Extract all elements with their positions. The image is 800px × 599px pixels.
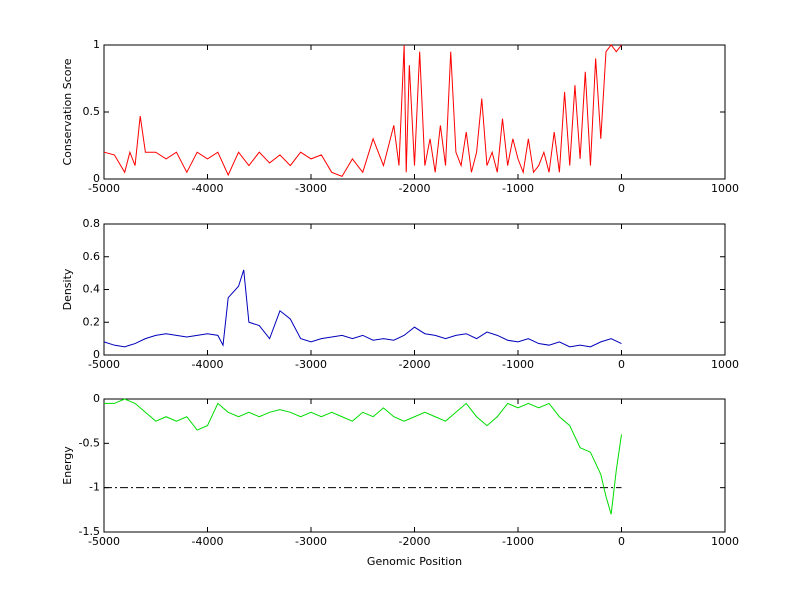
y-tick-label: 0.6 (83, 250, 101, 263)
y-tick-label: 1 (93, 38, 100, 51)
y-tick-label: -1.5 (79, 525, 100, 538)
x-tick-label: -2000 (399, 535, 431, 548)
x-tick-label: 1000 (711, 182, 739, 195)
x-tick-label: -5000 (88, 358, 120, 371)
y-tick-label: 0.2 (83, 315, 101, 328)
x-tick-label: -5000 (88, 182, 120, 195)
x-tick-label: 0 (618, 182, 625, 195)
y-tick-label: -0.5 (79, 436, 100, 449)
y-tick-label: -1 (89, 481, 100, 494)
axes-frame (103, 398, 726, 533)
x-tick-label: 0 (618, 358, 625, 371)
x-tick-label: -4000 (192, 535, 224, 548)
x-tick-label: -1000 (502, 535, 534, 548)
x-axis-label: Genomic Position (367, 555, 462, 568)
x-tick-label: -5000 (88, 535, 120, 548)
x-tick-label: 1000 (711, 535, 739, 548)
x-tick-label: -3000 (295, 358, 327, 371)
x-tick-label: -2000 (399, 358, 431, 371)
y-axis-label: Energy (61, 446, 74, 485)
y-tick-label: 0 (93, 348, 100, 361)
x-tick-label: -2000 (399, 182, 431, 195)
y-tick-label: 0.8 (83, 217, 101, 230)
x-tick-label: -3000 (295, 535, 327, 548)
y-tick-label: 0 (93, 172, 100, 185)
y-tick-label: 0.4 (83, 283, 101, 296)
y-tick-label: 0 (93, 392, 100, 405)
x-tick-label: -4000 (192, 358, 224, 371)
x-tick-label: -1000 (502, 358, 534, 371)
x-tick-label: -1000 (502, 182, 534, 195)
y-axis-label: Conservation Score (61, 58, 74, 165)
x-tick-label: 0 (618, 535, 625, 548)
y-axis-label: Density (61, 268, 74, 310)
x-tick-label: 1000 (711, 358, 739, 371)
x-tick-label: -3000 (295, 182, 327, 195)
data-line (103, 44, 622, 177)
data-line (103, 269, 622, 348)
data-line (104, 398, 622, 515)
x-tick-label: -4000 (192, 182, 224, 195)
y-tick-label: 0.5 (83, 105, 101, 118)
